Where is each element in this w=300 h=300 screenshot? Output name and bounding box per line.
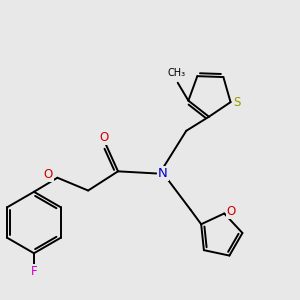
Text: O: O <box>99 131 109 144</box>
Text: F: F <box>31 265 37 278</box>
Text: O: O <box>44 168 53 181</box>
Text: S: S <box>234 96 241 109</box>
Text: N: N <box>158 167 168 180</box>
Text: O: O <box>227 205 236 218</box>
Text: CH₃: CH₃ <box>168 68 186 78</box>
